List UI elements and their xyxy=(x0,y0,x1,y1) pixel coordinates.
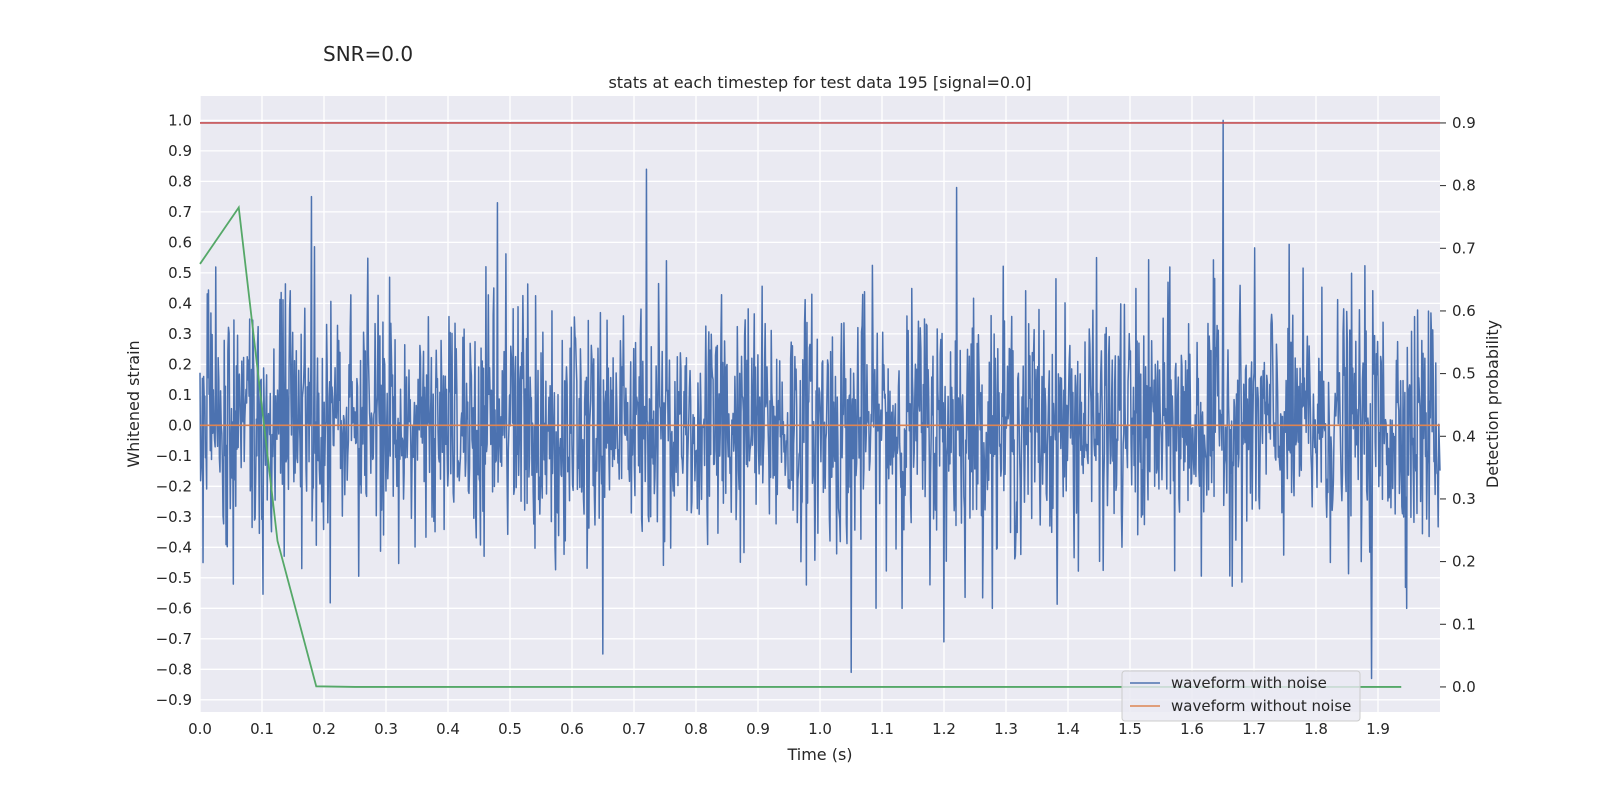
series-waveform-with-noise xyxy=(199,119,1441,680)
y-tick-label: 0.7 xyxy=(168,203,192,221)
x-tick-label: 0.2 xyxy=(312,720,336,738)
y-tick-label: −0.5 xyxy=(156,569,192,587)
y2-tick-label: 0.3 xyxy=(1452,490,1476,508)
x-tick-label: 1.9 xyxy=(1366,720,1390,738)
legend-box xyxy=(1121,670,1361,722)
y2-tick-labels: 0.9 0.8 0.7 0.6 0.5 0.4 0.3 0.2 0.1 0.0 xyxy=(1440,114,1476,696)
y2-tick-label: 0.4 xyxy=(1452,427,1476,445)
y-tick-labels: 1.0 0.9 0.8 0.7 0.6 0.5 0.4 0.3 0.2 0.1 0.0 −0.1 −0.… xyxy=(156,111,192,708)
y2-tick-label: 0.8 xyxy=(1452,177,1476,195)
x-tick-label: 0.5 xyxy=(498,720,522,738)
y-tick-label: 0.2 xyxy=(168,355,192,373)
y-tick-label: 0.1 xyxy=(168,386,192,404)
x-tick-label: 1.6 xyxy=(1180,720,1204,738)
y2-axis-label: Detection probability xyxy=(1483,320,1502,488)
x-tick-label: 1.1 xyxy=(870,720,894,738)
y-tick-label: 0.0 xyxy=(168,416,192,434)
x-tick-label: 0.6 xyxy=(560,720,584,738)
y2-tick-label: 0.1 xyxy=(1452,615,1476,633)
y-tick-label: 1.0 xyxy=(168,111,192,129)
y2-tick-label: 0.7 xyxy=(1452,239,1476,257)
y-tick-label: −0.7 xyxy=(156,630,192,648)
legend-label-noise: waveform with noise xyxy=(1171,674,1327,692)
legend: waveform with noise waveform without noi… xyxy=(1121,670,1361,722)
x-tick-label: 0.4 xyxy=(436,720,460,738)
x-tick-label: 1.8 xyxy=(1304,720,1328,738)
y-tick-label: −0.2 xyxy=(156,477,192,495)
x-tick-label: 1.3 xyxy=(994,720,1018,738)
x-tick-label: 1.5 xyxy=(1118,720,1142,738)
x-tick-label: 1.0 xyxy=(808,720,832,738)
x-tick-label: 0.3 xyxy=(374,720,398,738)
x-tick-label: 1.2 xyxy=(932,720,956,738)
y-tick-label: 0.4 xyxy=(168,294,192,312)
x-tick-label: 1.7 xyxy=(1242,720,1266,738)
x-axis-label: Time (s) xyxy=(786,745,852,764)
x-tick-label: 0.8 xyxy=(684,720,708,738)
y2-tick-label: 0.6 xyxy=(1452,302,1476,320)
chart-suptitle: SNR=0.0 xyxy=(323,42,413,66)
y-tick-label: −0.8 xyxy=(156,660,192,678)
y2-tick-label: 0.2 xyxy=(1452,553,1476,571)
y-axis-label: Whitened strain xyxy=(124,340,143,467)
y2-tick-label: 0.9 xyxy=(1452,114,1476,132)
chart-title: stats at each timestep for test data 195… xyxy=(608,73,1031,92)
y2-tick-label: 0.5 xyxy=(1452,365,1476,383)
y-tick-label: −0.1 xyxy=(156,447,192,465)
x-tick-label: 0.1 xyxy=(250,720,274,738)
x-tick-label: 0.0 xyxy=(188,720,212,738)
y-tick-label: 0.3 xyxy=(168,325,192,343)
y-tick-label: −0.4 xyxy=(156,538,192,556)
legend-label-clean: waveform without noise xyxy=(1171,697,1351,715)
x-tick-label: 0.9 xyxy=(746,720,770,738)
y-tick-label: 0.8 xyxy=(168,172,192,190)
y-tick-label: −0.9 xyxy=(156,691,192,709)
y-tick-label: −0.6 xyxy=(156,599,192,617)
x-tick-label: 0.7 xyxy=(622,720,646,738)
y2-tick-label: 0.0 xyxy=(1452,678,1476,696)
y-tick-label: 0.6 xyxy=(168,233,192,251)
x-tick-label: 1.4 xyxy=(1056,720,1080,738)
x-tick-labels: 0.0 0.1 0.2 0.3 0.4 0.5 0.6 0.7 0.8 0.9 1.0 1.1 1.2 1… xyxy=(188,720,1390,738)
y-tick-label: −0.3 xyxy=(156,508,192,526)
y-tick-label: 0.9 xyxy=(168,142,192,160)
y-tick-label: 0.5 xyxy=(168,264,192,282)
